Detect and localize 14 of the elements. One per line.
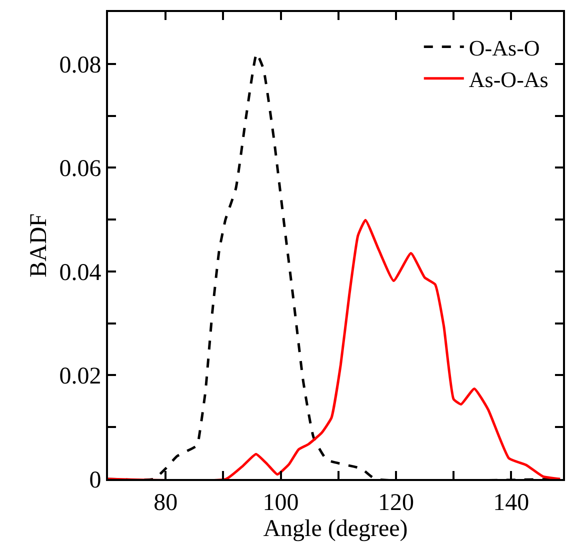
x-tick-label: 80 xyxy=(154,490,178,516)
y-tick-label: 0.06 xyxy=(59,156,102,182)
legend-label: O-As-O xyxy=(468,35,540,60)
y-tick-label: 0 xyxy=(89,467,102,494)
line-series xyxy=(108,218,562,479)
x-tick-label: 120 xyxy=(378,490,414,516)
x-tick-label: 140 xyxy=(493,490,530,516)
y-tick-label: 0.04 xyxy=(59,260,102,286)
x-tick-label: 100 xyxy=(262,490,299,516)
y-tick-label: 0.08 xyxy=(59,52,102,78)
y-axis-title: BADF xyxy=(26,213,52,278)
legend-label: As-O-As xyxy=(468,66,548,92)
x-axis-title: Angle (degree) xyxy=(263,516,408,542)
y-tick-label: 0.02 xyxy=(59,364,102,390)
